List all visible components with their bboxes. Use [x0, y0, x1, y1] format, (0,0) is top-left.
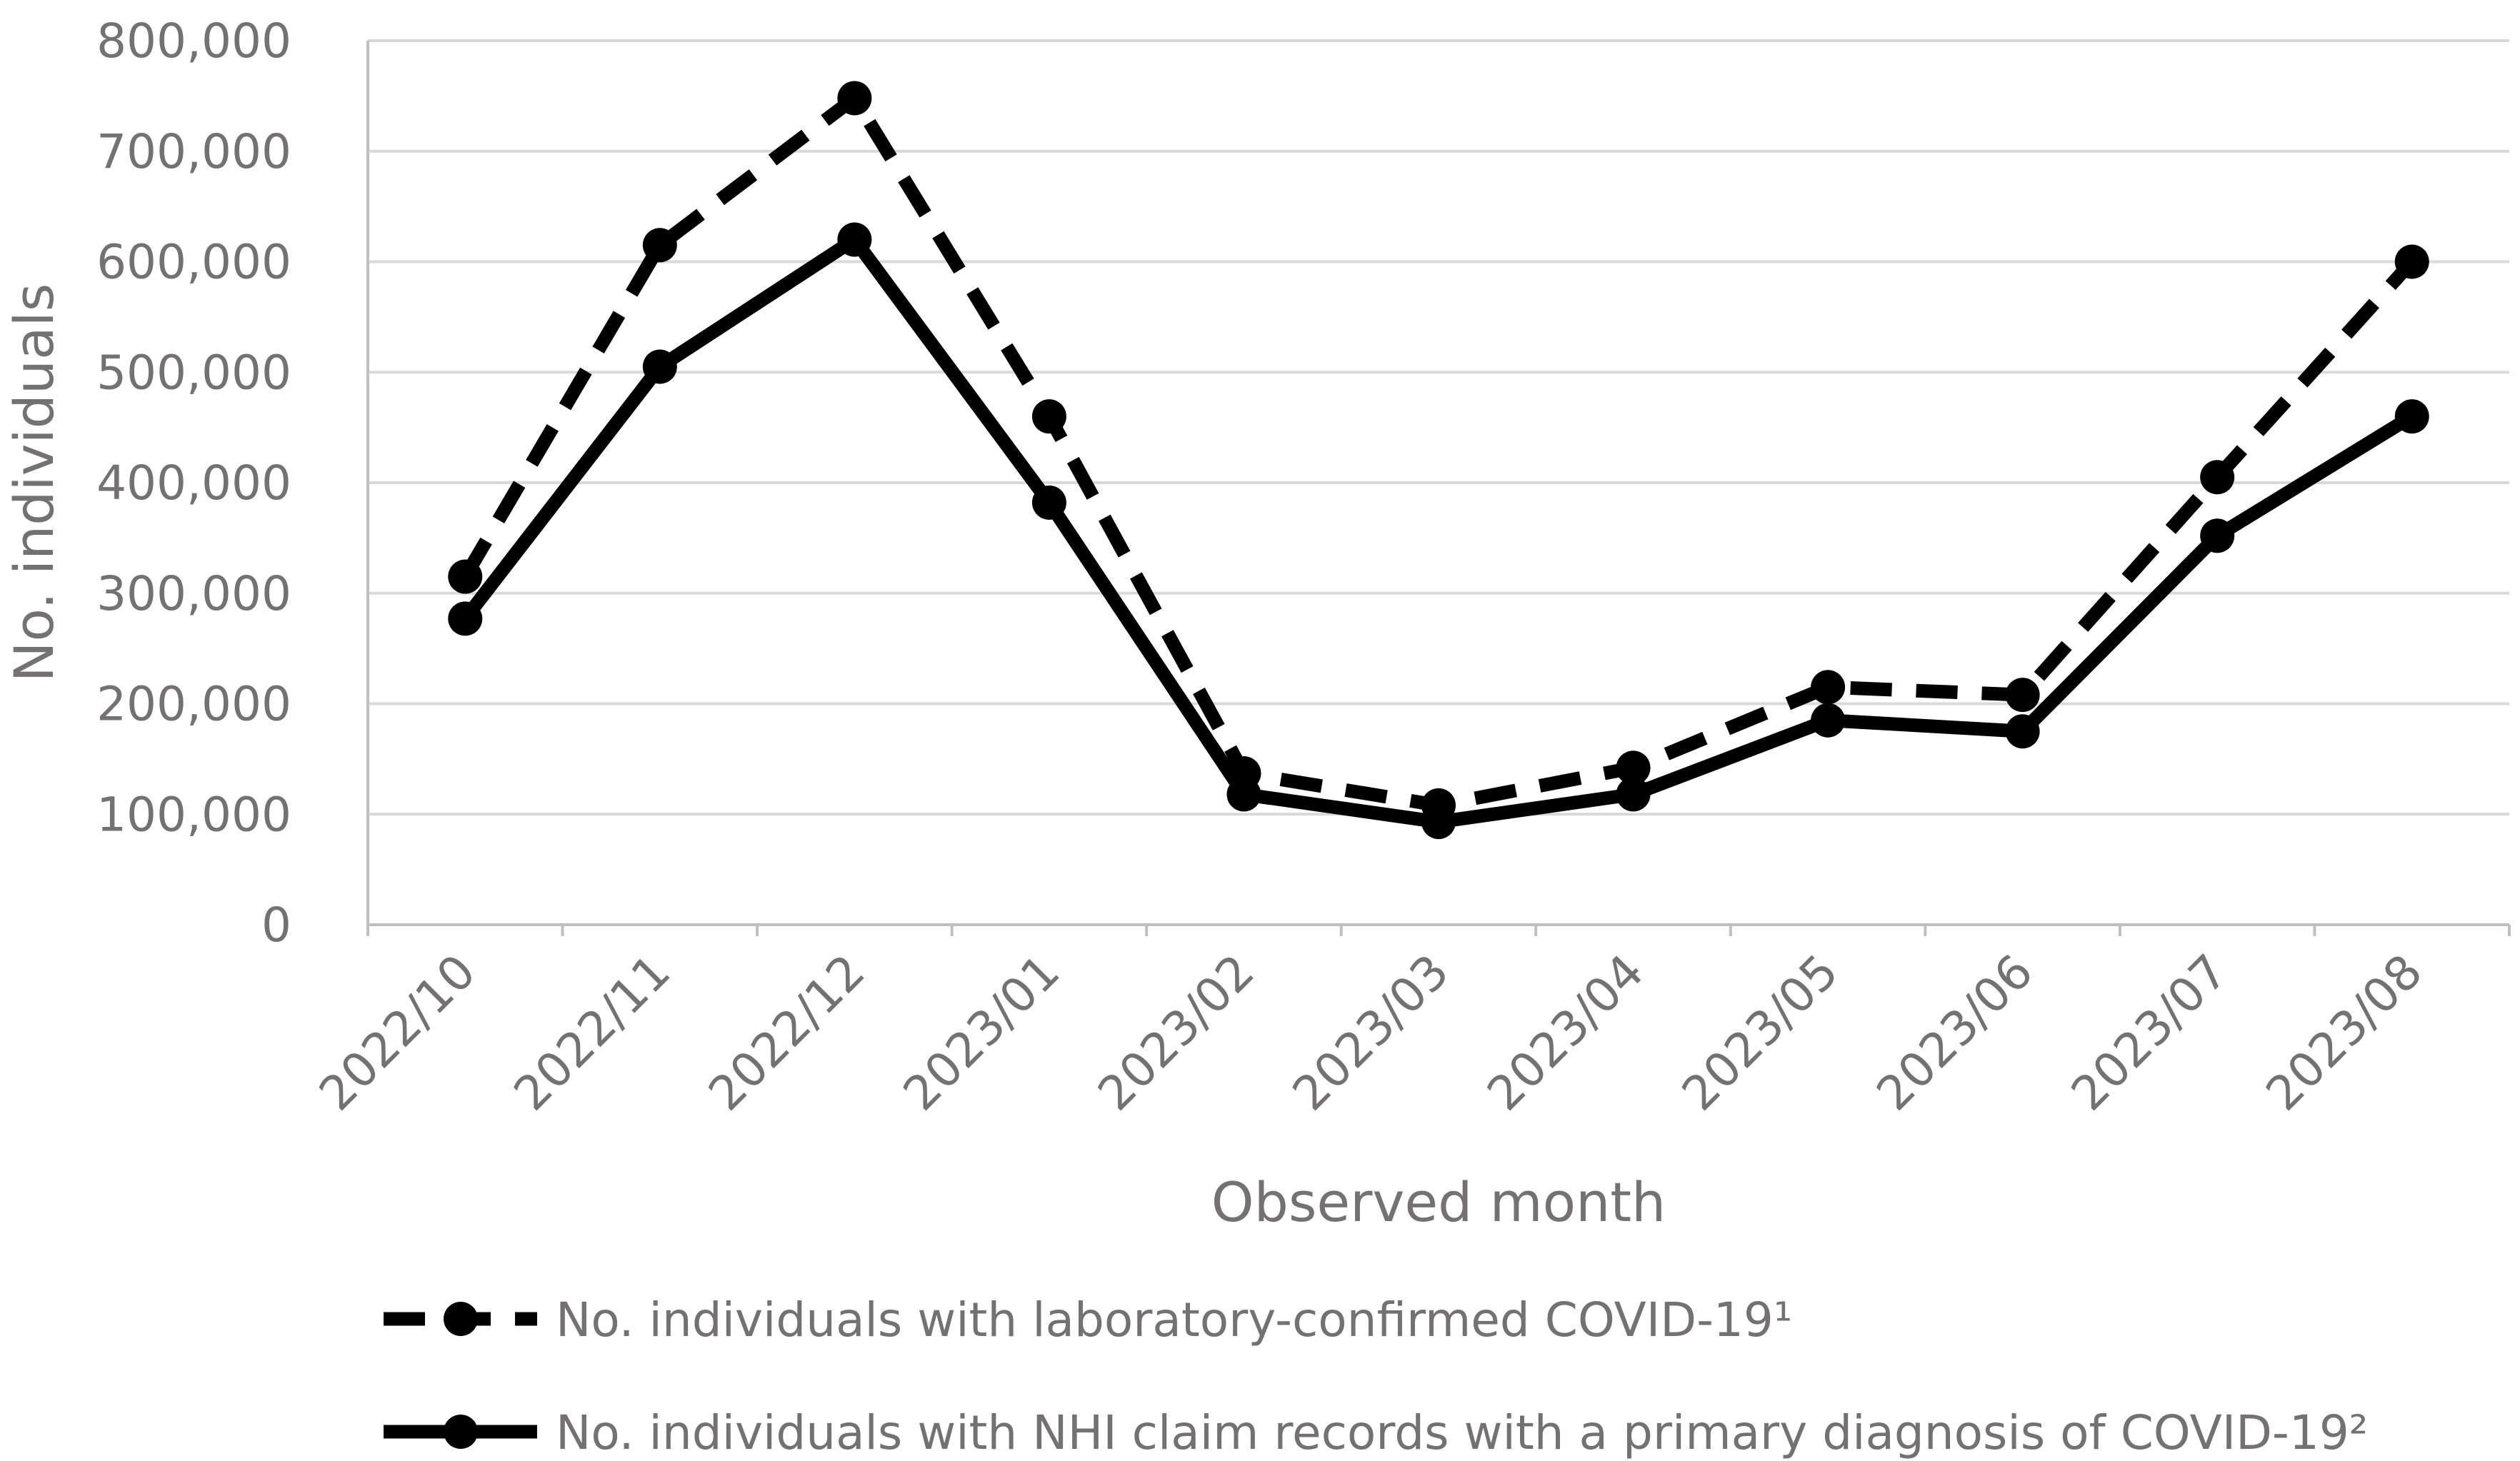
x-tick-label: 2023/04 — [1477, 944, 1654, 1121]
series-1 — [448, 81, 2429, 823]
data-point — [837, 81, 872, 116]
legend-item-2: No. individuals with NHI claim records w… — [384, 1405, 2368, 1460]
y-axis-title: No. individuals — [2, 283, 66, 683]
x-tick-label: 2023/05 — [1671, 944, 1849, 1121]
series-line — [459, 233, 2416, 829]
data-point — [1031, 399, 1066, 434]
legend-marker — [444, 1415, 478, 1449]
data-point — [642, 349, 677, 384]
y-tick-label: 200,000 — [96, 677, 291, 732]
x-tick-label: 2023/06 — [1866, 944, 2044, 1121]
y-tick-label: 300,000 — [96, 566, 291, 621]
axes — [366, 41, 2511, 936]
y-tick-label: 400,000 — [96, 456, 291, 511]
x-tick-labels: 2022/10 2022/11 2022/12 2023/01 2023/02 2023/… — [309, 944, 2433, 1121]
legend-marker — [444, 1302, 478, 1336]
series-group — [448, 81, 2429, 840]
data-point — [837, 222, 872, 257]
series-2 — [448, 222, 2429, 840]
x-tick-label: 2023/01 — [893, 944, 1070, 1121]
y-tick-label: 800,000 — [96, 14, 291, 69]
data-point — [1811, 670, 1846, 705]
x-tick-label: 2022/11 — [504, 944, 681, 1121]
x-tick-label: 2023/07 — [2061, 944, 2238, 1121]
data-point — [1616, 750, 1651, 785]
gridlines — [368, 39, 2509, 816]
legend-item-1: No. individuals with laboratory-confirme… — [384, 1292, 1792, 1347]
legend: No. individuals with laboratory-confirme… — [384, 1292, 2368, 1460]
y-tick-labels: 0 100,000 200,000 300,000 400,000 500,000 600,… — [96, 14, 291, 953]
data-point — [2394, 244, 2429, 279]
legend-label: No. individuals with NHI claim records w… — [556, 1405, 2368, 1460]
y-tick-label: 600,000 — [96, 235, 291, 290]
data-point — [1421, 805, 1456, 840]
x-tick-label: 2023/08 — [2256, 944, 2433, 1121]
data-point — [1616, 777, 1651, 812]
x-tick-label: 2023/03 — [1282, 944, 1459, 1121]
legend-label: No. individuals with laboratory-confirme… — [556, 1292, 1792, 1347]
y-tick-label: 100,000 — [96, 787, 291, 842]
data-point — [2200, 518, 2235, 553]
data-point — [1811, 703, 1846, 738]
data-point — [448, 601, 483, 636]
data-point — [448, 559, 483, 594]
x-axis-title: Observed month — [1211, 1170, 1666, 1234]
y-tick-label: 500,000 — [96, 345, 291, 400]
x-tick-label: 2022/12 — [698, 944, 875, 1121]
data-point — [642, 228, 677, 263]
x-tick-label: 2023/02 — [1087, 944, 1264, 1121]
y-tick-label: 0 — [261, 898, 291, 953]
y-tick-label: 700,000 — [96, 124, 291, 179]
data-point — [1031, 485, 1066, 520]
data-point — [2200, 460, 2235, 495]
x-tick-label: 2022/10 — [309, 944, 486, 1121]
series-line — [459, 91, 2417, 813]
data-point — [2394, 399, 2429, 434]
data-point — [2005, 678, 2040, 713]
data-point — [2005, 714, 2040, 749]
data-point — [1226, 777, 1261, 812]
